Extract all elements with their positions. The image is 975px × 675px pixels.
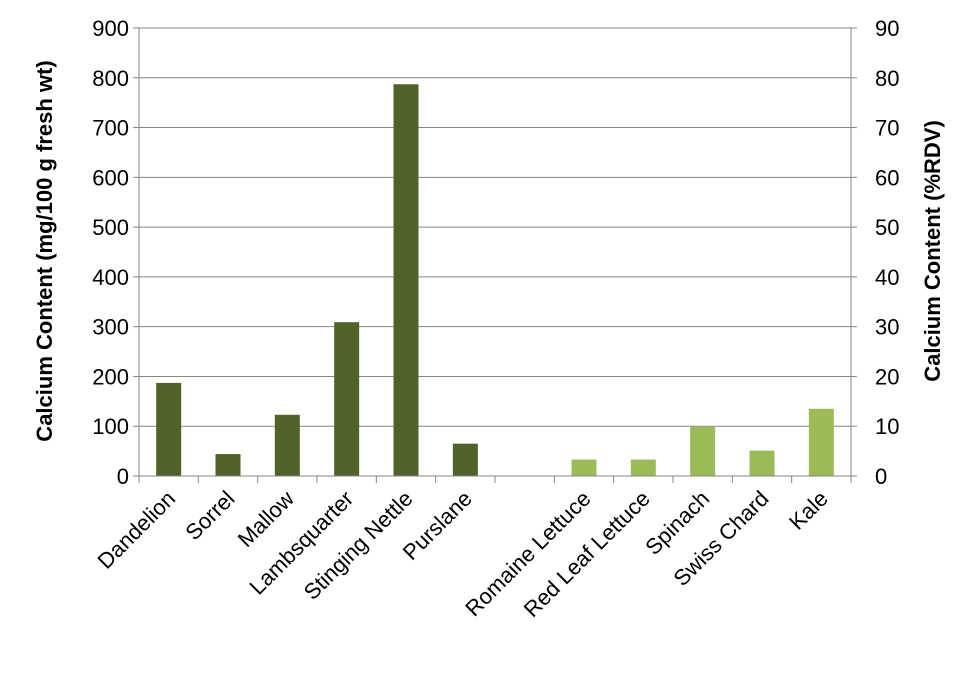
x-category-label: Sorrel	[180, 486, 239, 545]
bar	[215, 454, 241, 476]
y-tick-label: 300	[92, 315, 129, 340]
y-tick-label: 900	[92, 16, 129, 41]
y2-axis-title: Calcium Content (%RDV)	[920, 120, 945, 382]
y2-tick-label: 70	[875, 116, 899, 141]
y2-axis-ticks: 0 10 20 30 40 50 60 70 80 90	[851, 16, 899, 489]
y-tick-label: 0	[117, 464, 129, 489]
bar	[571, 459, 597, 476]
bar	[393, 84, 419, 476]
bars	[156, 84, 834, 476]
y-axis-ticks: 0 100 200 300 400 500 600 700 800 900	[92, 16, 139, 489]
bar	[808, 408, 834, 476]
x-category-label: Dandelion	[92, 486, 180, 574]
bar	[334, 322, 360, 476]
y2-tick-label: 40	[875, 265, 899, 290]
bar	[274, 414, 300, 476]
y-tick-label: 700	[92, 116, 129, 141]
x-category-label: Kale	[784, 486, 833, 535]
bar	[156, 382, 182, 476]
bar	[690, 426, 716, 476]
bar	[452, 443, 478, 476]
y-tick-label: 500	[92, 215, 129, 240]
y-axis-title: Calcium Content (mg/100 g fresh wt)	[32, 60, 57, 441]
y-tick-label: 400	[92, 265, 129, 290]
bar	[749, 450, 775, 476]
y2-tick-label: 0	[875, 464, 887, 489]
x-axis-labels: Dandelion SorrelMallowLambsquarterStingin…	[92, 486, 832, 622]
gridlines	[139, 27, 851, 427]
bar	[630, 459, 656, 476]
y2-tick-label: 80	[875, 66, 899, 91]
axes	[138, 28, 852, 483]
y2-tick-label: 50	[875, 215, 899, 240]
y-tick-label: 800	[92, 66, 129, 91]
y2-tick-label: 60	[875, 165, 899, 190]
x-category-label: Lambsquarter	[245, 486, 359, 600]
y-tick-label: 200	[92, 364, 129, 389]
y2-tick-label: 20	[875, 364, 899, 389]
y2-tick-label: 90	[875, 16, 899, 41]
y-tick-label: 600	[92, 165, 129, 190]
y-tick-label: 100	[92, 414, 129, 439]
y2-tick-label: 10	[875, 414, 899, 439]
y2-tick-label: 30	[875, 315, 899, 340]
